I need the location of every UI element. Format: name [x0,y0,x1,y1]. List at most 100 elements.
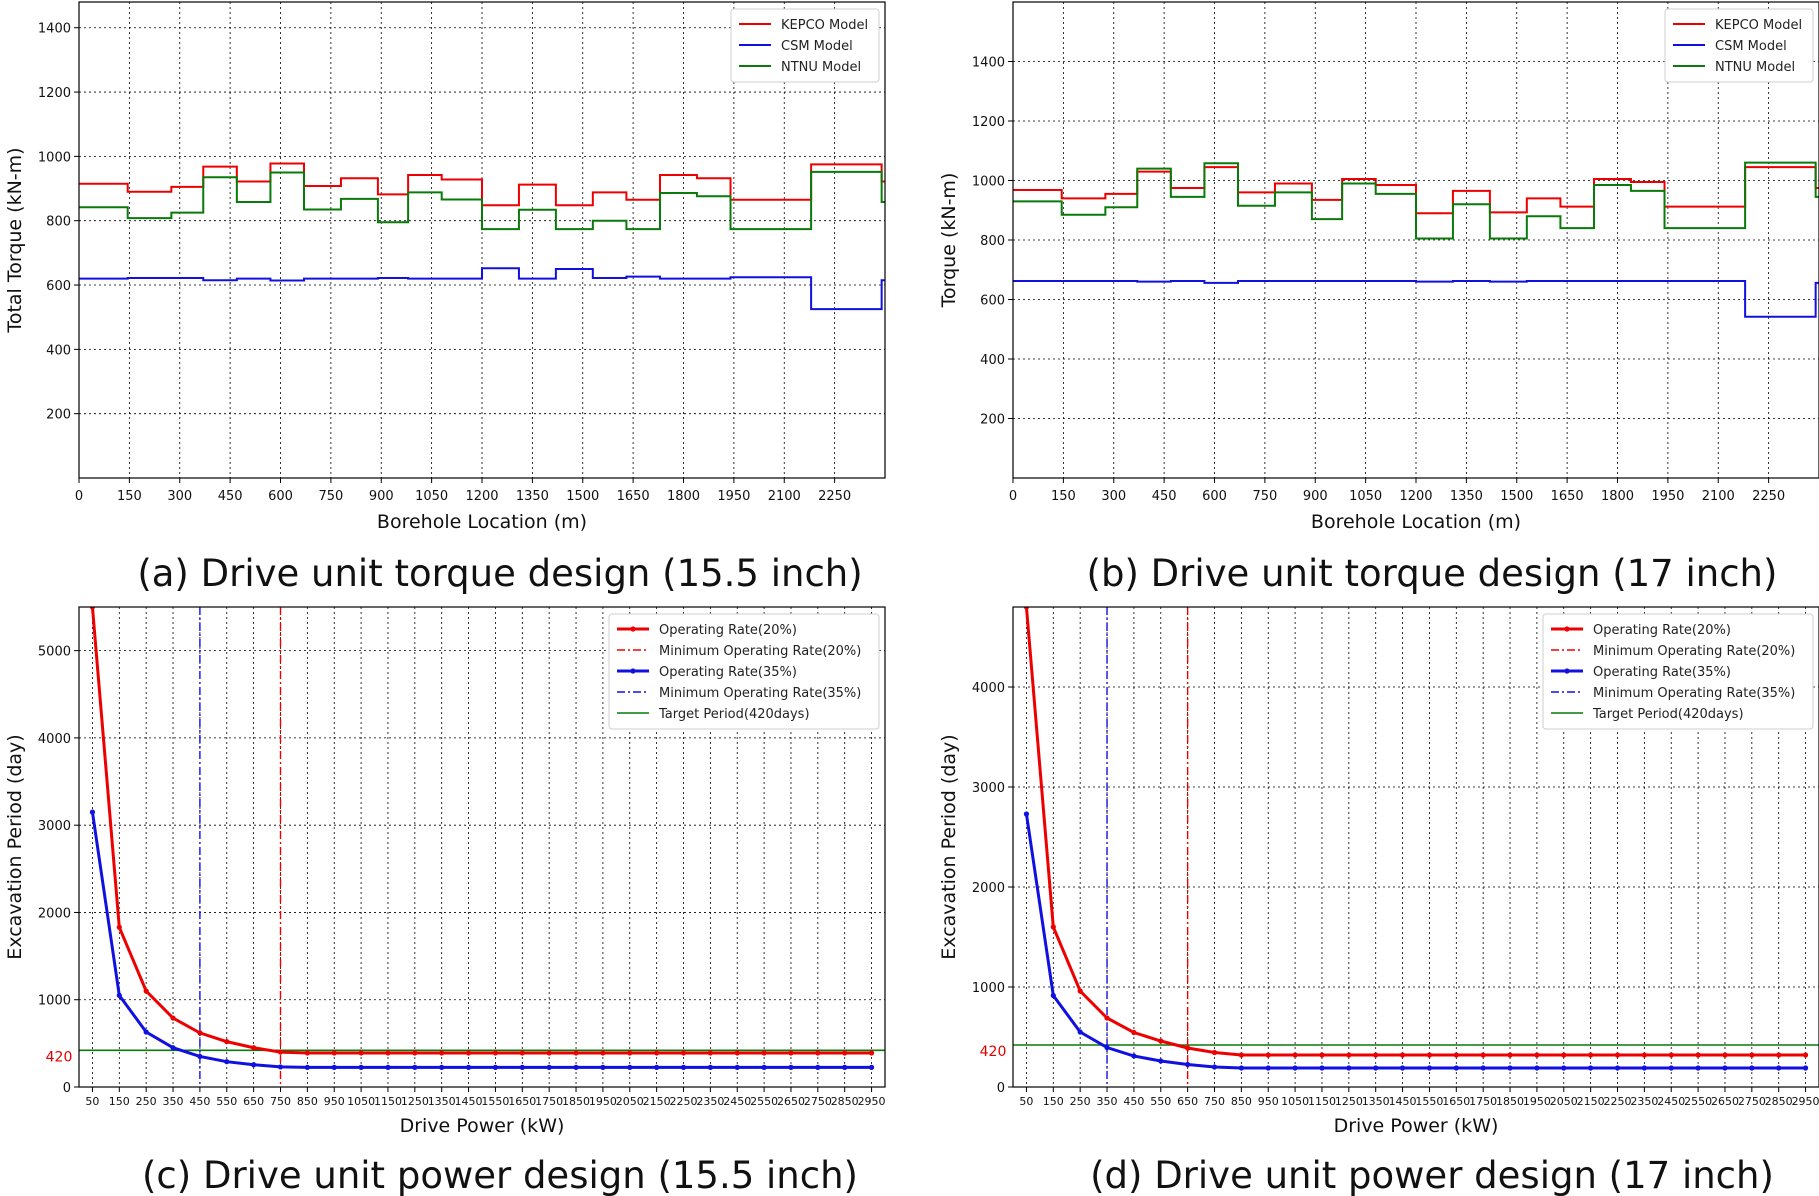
x-tick-label: 650 [1177,1095,1198,1108]
data-point [1588,1065,1594,1071]
x-tick-label: 2850 [1765,1095,1793,1108]
data-point [89,809,96,815]
x-tick-label: 600 [1202,489,1227,504]
y-tick-label: 200 [980,413,1005,428]
x-tick-label: 1650 [617,489,650,504]
data-point [573,1050,579,1056]
plot-area [79,607,885,1087]
data-point [304,1064,310,1070]
x-tick-label: 2250 [670,1095,698,1108]
x-tick-label: 900 [1303,489,1328,504]
panel-caption: (a) Drive unit torque design (15.5 inch) [137,552,862,595]
data-point [1104,1044,1110,1051]
legend-entry: Operating Rate(20%) [659,623,797,638]
data-point [573,1064,579,1070]
data-point [680,1050,687,1056]
data-point [251,1045,257,1051]
x-tick-label: 600 [268,489,293,504]
data-point [1399,1065,1406,1071]
y-tick-label: 3000 [38,819,71,834]
data-point [224,1059,230,1065]
x-tick-label: 1150 [1308,1095,1336,1108]
data-point [1561,1052,1567,1058]
legend-frame [730,8,880,83]
series-line-ntnu-model [1013,161,1819,240]
x-tick-label: 650 [243,1095,264,1108]
x-tick-label: 950 [1258,1095,1279,1108]
legend-entry: Minimum Operating Rate(35%) [1593,686,1795,701]
data-point [1507,1052,1513,1058]
x-tick-label: 2950 [858,1095,886,1108]
x-tick-label: 1200 [1399,489,1432,504]
legend-entry: NTNU Model [1715,60,1795,75]
data-point [1426,1052,1433,1058]
legend-marker [1564,626,1570,632]
data-point [1050,924,1056,930]
data-point [1668,1065,1674,1071]
y-tick-label: 1200 [972,115,1005,130]
x-tick-label: 1650 [1442,1095,1470,1108]
data-point [358,1050,364,1056]
y-tick-label: 400 [46,343,71,358]
x-tick-label: 900 [369,489,394,504]
y-tick-label: 1000 [972,175,1005,190]
x-tick-label: 250 [136,1095,157,1108]
x-tick-label: 1950 [589,1095,617,1108]
plot-frame [1012,606,1819,1088]
data-point [761,1064,767,1070]
x-tick-label: 1500 [1500,489,1533,504]
chart-panel-c: 50 150 250 350 450 550 650 750 850 950 10501150125… [4,606,886,1196]
x-tick-label: 350 [1097,1095,1118,1108]
data-point [358,1064,364,1070]
data-point [439,1050,445,1056]
x-tick-label: 2250 [1752,489,1785,504]
data-point [277,1064,284,1070]
data-point [1158,1038,1164,1044]
x-axis-label: Borehole Location (m) [1311,511,1521,533]
data-point [734,1050,740,1056]
data-point [1480,1065,1486,1071]
x-tick-label: 1350 [428,1095,456,1108]
data-point [89,607,96,610]
data-point [707,1064,713,1070]
y-axis-label: Torque (kN-m) [938,173,960,309]
x-tick-label: 1750 [535,1095,563,1108]
x-tick-label: 1850 [562,1095,590,1108]
x-tick-label: 1350 [1362,1095,1390,1108]
x-tick-label: 150 [1051,489,1076,504]
legend-entry: Operating Rate(35%) [659,665,797,680]
data-point [680,1064,687,1070]
x-tick-label: 150 [109,1095,130,1108]
data-point [600,1064,606,1070]
series-line-operating-rate-35- [1024,813,1806,1070]
data-point [116,992,122,998]
data-point [842,1064,848,1070]
x-tick-label: 2450 [723,1095,751,1108]
data-point [1426,1065,1433,1071]
data-point [868,1050,875,1056]
series-line-csm-model [79,267,885,311]
x-tick-label: 2150 [1577,1095,1605,1108]
legend-marker [630,668,636,674]
y-tick-label: 1400 [972,56,1005,71]
legend-entry: CSM Model [781,39,853,54]
data-point [197,1053,203,1060]
x-tick-label: 2250 [1604,1095,1632,1108]
legend-entry: KEPCO Model [1715,18,1802,33]
x-tick-label: 1250 [401,1095,429,1108]
data-point [734,1064,740,1070]
chart-panel-a: 0 150 300 450 600 750 900 1050 1200 1350 1500 1650 1… [4,1,886,595]
x-tick-label: 0 [1009,489,1017,504]
x-tick-label: 2750 [1738,1095,1766,1108]
data-point [116,924,122,930]
x-tick-label: 300 [167,489,192,504]
x-tick-label: 950 [324,1095,345,1108]
x-tick-label: 750 [1252,489,1277,504]
x-tick-label: 2650 [1711,1095,1739,1108]
data-point [1534,1052,1540,1058]
data-point [1346,1052,1352,1058]
x-tick-label: 150 [117,489,142,504]
data-point [815,1050,821,1056]
x-tick-label: 2850 [831,1095,859,1108]
data-point [1776,1065,1782,1071]
